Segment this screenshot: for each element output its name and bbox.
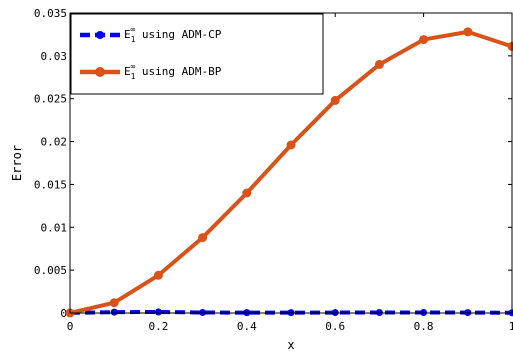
legend: E1∞ using ADM-CP E1∞ using ADM-BP: [70, 13, 324, 95]
data-point-adm-bp: [198, 233, 208, 243]
y-tick-label: 0.02: [41, 136, 68, 149]
y-axis-title: Error: [10, 145, 24, 181]
y-tick-label: 0.03: [41, 50, 68, 63]
data-point-adm-cp: [110, 308, 118, 316]
legend-label-adm-bp-sub: 1: [131, 72, 136, 81]
data-point-adm-cp: [375, 308, 383, 316]
data-point-adm-cp: [420, 308, 428, 316]
data-point-adm-bp: [419, 35, 429, 45]
x-axis-title: x: [287, 338, 294, 352]
legend-entry-adm-cp: E1∞ using ADM-CP: [80, 25, 222, 44]
legend-label-adm-bp-main: E: [124, 65, 131, 78]
data-point-adm-bp: [374, 59, 384, 69]
plot-frame: [69, 12, 513, 314]
x-tick-label: 0.6: [325, 320, 345, 333]
y-tick-label: 0.025: [34, 93, 67, 106]
x-tick-label: 1: [509, 320, 513, 333]
legend-label-adm-bp-sup: ∞: [130, 62, 135, 71]
data-point-adm-bp: [330, 95, 340, 105]
x-tick-label: 0: [67, 320, 74, 333]
data-point-adm-bp: [109, 298, 119, 308]
legend-label-adm-cp-main: E: [124, 28, 131, 41]
legend-marker-adm-bp: [95, 67, 105, 77]
legend-label-adm-cp-rest: using ADM-CP: [135, 28, 221, 41]
data-point-adm-bp: [242, 188, 252, 198]
x-tick-label: 0.4: [237, 320, 257, 333]
data-point-adm-cp: [154, 308, 162, 316]
legend-label-adm-bp: E1∞ using ADM-BP: [124, 62, 222, 81]
legend-entry-adm-bp: E1∞ using ADM-BP: [80, 62, 222, 81]
data-point-adm-bp: [286, 140, 296, 150]
y-tick-label: 0: [60, 307, 67, 320]
y-tick-label: 0.035: [34, 7, 67, 20]
y-tick-label: 0.005: [34, 264, 67, 277]
legend-label-adm-cp-sub: 1: [131, 35, 136, 44]
legend-marker-adm-cp: [96, 31, 104, 39]
data-point-adm-bp: [463, 27, 473, 37]
legend-label-adm-cp: E1∞ using ADM-CP: [124, 25, 222, 44]
data-point-adm-cp: [199, 308, 207, 316]
data-point-adm-bp: [153, 270, 163, 280]
y-tick-label: 0.015: [34, 178, 67, 191]
x-tick-label: 0.2: [148, 320, 168, 333]
y-tick-label: 0.01: [41, 221, 68, 234]
legend-label-adm-cp-sup: ∞: [130, 25, 135, 34]
legend-label-adm-bp-rest: using ADM-BP: [135, 65, 221, 78]
legend-box: [70, 13, 324, 95]
x-tick-label: 0.8: [414, 320, 434, 333]
